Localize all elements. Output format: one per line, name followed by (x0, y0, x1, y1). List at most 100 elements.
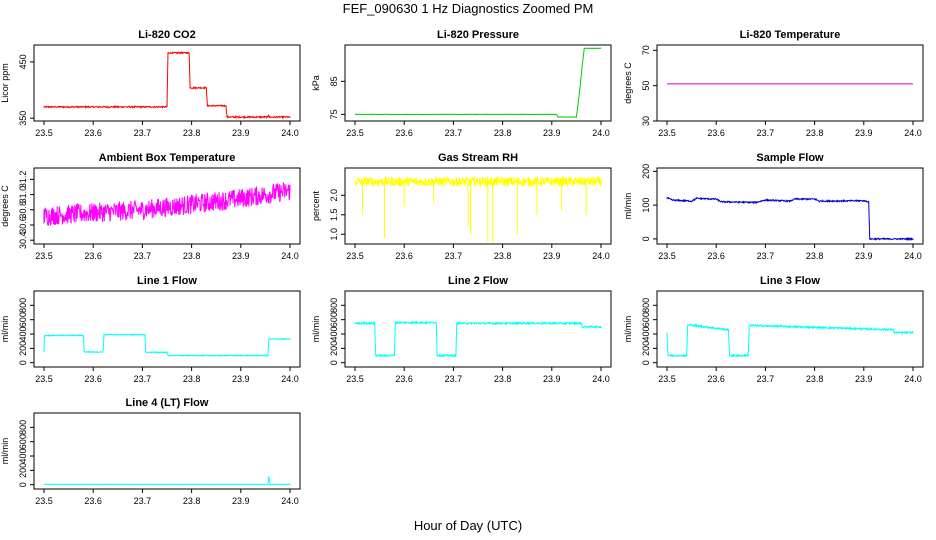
x-tick-label: 23.6 (84, 496, 102, 506)
chart-panel: Line 2 Flow ml/min 23.5 23.6 23.7 23.8 23.9 24.… (311, 275, 612, 384)
x-tick-label: 23.5 (658, 128, 676, 138)
x-tick-label: 23.5 (35, 374, 53, 384)
figure-title: FEF_090630 1 Hz Diagnostics Zoomed PM (342, 1, 594, 16)
x-tick-label: 24.0 (281, 128, 299, 138)
x-tick-label: 23.9 (543, 251, 561, 261)
chart-title: Li-820 Pressure (437, 29, 519, 41)
y-axis-label: ml/min (311, 316, 321, 343)
x-tick-label: 23.6 (84, 251, 102, 261)
chart-title: Gas Stream RH (438, 152, 518, 164)
y-tick-label: 400 (18, 327, 28, 342)
x-tick-label: 23.9 (232, 251, 250, 261)
y-tick-label: 450 (18, 54, 28, 69)
x-tick-label: 23.5 (346, 374, 364, 384)
y-tick-label: 600 (18, 312, 28, 327)
y-axis-label: ml/min (0, 438, 10, 465)
x-tick-label: 24.0 (281, 374, 299, 384)
x-tick-label: 23.6 (707, 128, 725, 138)
x-tick-label: 23.5 (35, 251, 53, 261)
y-tick-label: 85 (329, 76, 339, 86)
chart-title: Li-820 CO2 (138, 29, 195, 41)
y-axis-label: kPa (311, 75, 321, 91)
x-tick-label: 23.9 (855, 374, 873, 384)
x-tick-label: 23.8 (494, 251, 512, 261)
y-tick-label: 200 (641, 341, 651, 356)
series-line (666, 323, 914, 358)
x-tick-label: 23.7 (134, 128, 152, 138)
plot-frame (344, 167, 612, 245)
y-tick-label: 2.0 (329, 189, 339, 202)
chart-title: Line 2 Flow (448, 275, 508, 287)
chart-panel: Li-820 Temperature degrees C 23.5 23.6 23.7 2… (623, 29, 924, 138)
x-tick-label: 24.0 (904, 374, 922, 384)
x-tick-label: 23.6 (707, 251, 725, 261)
y-tick-label: 0 (18, 360, 28, 365)
y-tick-label: 600 (641, 312, 651, 327)
x-tick-label: 23.7 (134, 374, 152, 384)
x-tick-label: 23.5 (658, 374, 676, 384)
chart-panel: Line 4 (LT) Flow ml/min 23.5 23.6 23.7 23.8 23… (0, 397, 301, 506)
series-line (43, 476, 291, 486)
y-tick-label: 30.8 (18, 201, 28, 219)
chart-title: Line 4 (LT) Flow (126, 397, 209, 409)
x-tick-label: 23.8 (183, 128, 201, 138)
y-axis-label: percent (311, 190, 321, 221)
x-tick-label: 23.9 (232, 496, 250, 506)
chart-panel: Sample Flow ml/min 23.5 23.6 23.7 23.8 23.9 24.… (623, 152, 924, 261)
y-tick-label: 0 (329, 360, 339, 365)
plot-frame (33, 412, 301, 490)
x-tick-label: 23.8 (183, 496, 201, 506)
x-tick-label: 23.5 (35, 128, 53, 138)
y-tick-label: 0 (641, 236, 651, 241)
x-tick-label: 23.7 (757, 374, 775, 384)
plot-frame (33, 167, 301, 245)
y-axis-label: ml/min (623, 316, 633, 343)
y-tick-label: 30.4 (18, 231, 28, 249)
chart-panel: Li-820 Pressure kPa 23.5 23.6 23.7 23.8 23.9 24… (311, 29, 612, 138)
chart-title: Line 3 Flow (760, 275, 820, 287)
y-tick-label: 1.5 (329, 209, 339, 222)
y-axis-label: degrees C (623, 62, 633, 104)
x-tick-label: 23.7 (757, 251, 775, 261)
y-tick-label: 100 (641, 198, 651, 213)
x-tick-label: 23.9 (543, 128, 561, 138)
x-tick-label: 23.9 (232, 374, 250, 384)
y-tick-label: 200 (329, 341, 339, 356)
plot-frame (656, 44, 924, 122)
chart-panel: Li-820 CO2 Licor ppm 23.5 23.6 23.7 23.8 23.9 2… (0, 29, 301, 138)
x-tick-label: 23.8 (494, 128, 512, 138)
chart-panel: Line 3 Flow ml/min 23.5 23.6 23.7 23.8 23.9 24.… (623, 275, 924, 384)
y-tick-label: 400 (18, 449, 28, 464)
x-tick-label: 23.6 (84, 128, 102, 138)
x-tick-label: 23.8 (494, 374, 512, 384)
x-tick-label: 23.7 (445, 128, 463, 138)
x-tick-label: 23.6 (395, 251, 413, 261)
chart-panel: Line 1 Flow ml/min 23.5 23.6 23.7 23.8 23.9 24.… (0, 275, 301, 384)
series-line (354, 47, 602, 119)
series-line (43, 50, 291, 120)
x-tick-label: 23.8 (183, 374, 201, 384)
y-tick-label: 0 (18, 482, 28, 487)
x-tick-label: 23.9 (855, 251, 873, 261)
plot-frame (656, 167, 924, 245)
x-tick-label: 23.7 (445, 374, 463, 384)
y-tick-label: 350 (18, 111, 28, 126)
plot-frame (33, 44, 301, 122)
chart-title: Ambient Box Temperature (99, 152, 236, 164)
x-tick-label: 23.8 (183, 251, 201, 261)
y-tick-label: 800 (641, 298, 651, 313)
x-tick-label: 23.8 (806, 374, 824, 384)
x-tick-label: 23.9 (855, 128, 873, 138)
x-tick-label: 23.9 (232, 128, 250, 138)
x-tick-label: 24.0 (281, 251, 299, 261)
chart-title: Sample Flow (756, 152, 824, 164)
y-tick-label: 800 (329, 298, 339, 313)
y-tick-label: 1.0 (329, 228, 339, 241)
x-tick-label: 23.7 (757, 128, 775, 138)
y-tick-label: 200 (641, 164, 651, 179)
chart-title: Line 1 Flow (137, 275, 197, 287)
x-tick-label: 23.5 (346, 128, 364, 138)
y-tick-label: 0 (641, 360, 651, 365)
